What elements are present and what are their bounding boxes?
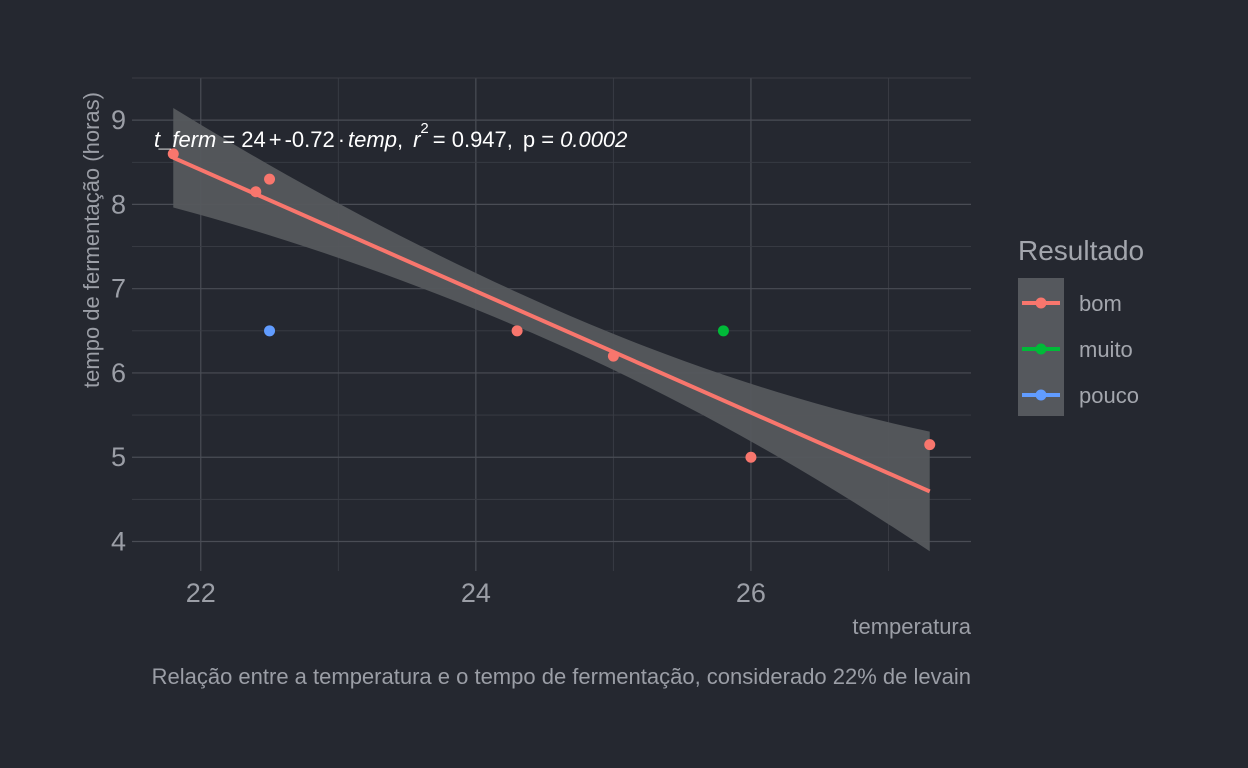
data-point-pouco <box>264 325 276 337</box>
data-point-bom <box>250 186 262 198</box>
chart-caption: Relação entre a temperatura e o tempo de… <box>152 664 971 689</box>
x-tick-label: 26 <box>736 578 766 608</box>
legend-title: Resultado <box>1018 235 1144 266</box>
data-point-bom <box>511 325 523 337</box>
equation-annotation: t_ferm = 24 + -0.72 · temp, r2 = 0.947, p = 0.0002 <box>154 120 627 152</box>
legend-key-point <box>1035 343 1047 355</box>
data-point-muito <box>717 325 729 337</box>
y-tick-label: 4 <box>111 527 126 557</box>
tick-labels: 22 24 26 4 5 6 7 8 9 <box>111 105 766 608</box>
regression-line <box>172 155 931 494</box>
legend-key-point <box>1035 297 1047 309</box>
legend-entry-muito: muito <box>1022 337 1133 362</box>
y-tick-label: 8 <box>111 189 126 219</box>
legend-key-point <box>1035 389 1047 401</box>
y-tick-label: 9 <box>111 105 126 135</box>
data-point-bom <box>745 451 757 463</box>
legend-entry-bom: bom <box>1022 291 1122 316</box>
regression-line-layer <box>172 155 931 494</box>
legend-entry-pouco: pouco <box>1022 383 1139 408</box>
data-point-bom <box>167 148 179 160</box>
legend-label: pouco <box>1079 383 1139 408</box>
legend-label: muito <box>1079 337 1133 362</box>
y-tick-label: 6 <box>111 358 126 388</box>
x-tick-label: 22 <box>186 578 216 608</box>
data-points <box>167 148 936 463</box>
confidence-band <box>173 108 930 552</box>
confidence-band-layer <box>173 108 930 552</box>
y-axis-title: tempo de fermentação (horas) <box>79 92 104 388</box>
y-tick-label: 5 <box>111 442 126 472</box>
legend-label: bom <box>1079 291 1122 316</box>
legend-entries: bom muito pouco <box>1022 291 1139 408</box>
x-axis-title: temperatura <box>852 614 971 639</box>
y-tick-label: 7 <box>111 274 126 304</box>
data-point-bom <box>264 173 276 185</box>
data-point-bom <box>924 439 936 451</box>
legend: Resultado bom muito pouco <box>1018 235 1144 416</box>
data-point-bom <box>607 350 619 362</box>
x-tick-label: 24 <box>461 578 491 608</box>
